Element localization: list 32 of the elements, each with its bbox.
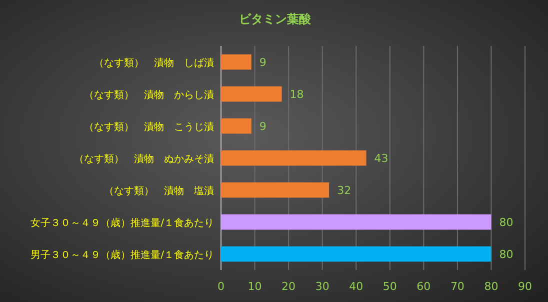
y-tick-label: 女子３０～４９（歳）推進量/１食あたり xyxy=(30,217,214,229)
y-tick-label: （なす類） 漬物 からし漬 xyxy=(84,89,214,101)
data-label: 9 xyxy=(259,120,266,133)
bar xyxy=(221,214,492,230)
data-label: 80 xyxy=(499,248,514,261)
x-tick-label: 60 xyxy=(416,280,431,293)
y-tick-label: （なす類） 漬物 こうじ漬 xyxy=(84,121,214,133)
bar xyxy=(221,118,252,134)
x-tick-label: 80 xyxy=(484,280,498,293)
data-label: 9 xyxy=(259,56,266,69)
y-tick-label: 男子３０～４９（歳）推進量/１食あたり xyxy=(30,249,214,261)
data-label: 18 xyxy=(290,88,304,101)
chart-title: ビタミン葉酸 xyxy=(239,12,312,26)
bar xyxy=(221,54,252,70)
bar xyxy=(221,150,366,166)
y-tick-label: （なす類） 漬物 塩漬 xyxy=(104,185,214,197)
data-label: 43 xyxy=(374,152,388,165)
data-label: 80 xyxy=(499,216,514,229)
x-tick-label: 10 xyxy=(248,280,262,293)
x-tick-label: 30 xyxy=(315,280,330,293)
x-tick-label: 50 xyxy=(382,280,397,293)
x-tick-label: 40 xyxy=(349,280,364,293)
data-label: 32 xyxy=(337,184,352,197)
bar xyxy=(221,86,282,102)
bar xyxy=(221,246,492,262)
x-tick-label: 0 xyxy=(218,280,224,293)
x-tick-label: 90 xyxy=(518,280,532,293)
y-tick-label: （なす類） 漬物 しば漬 xyxy=(94,57,214,69)
y-tick-label: （なす類） 漬物 ぬかみそ漬 xyxy=(74,153,214,165)
x-tick-label: 20 xyxy=(282,280,296,293)
bar xyxy=(221,182,330,198)
x-tick-label: 70 xyxy=(450,280,464,293)
